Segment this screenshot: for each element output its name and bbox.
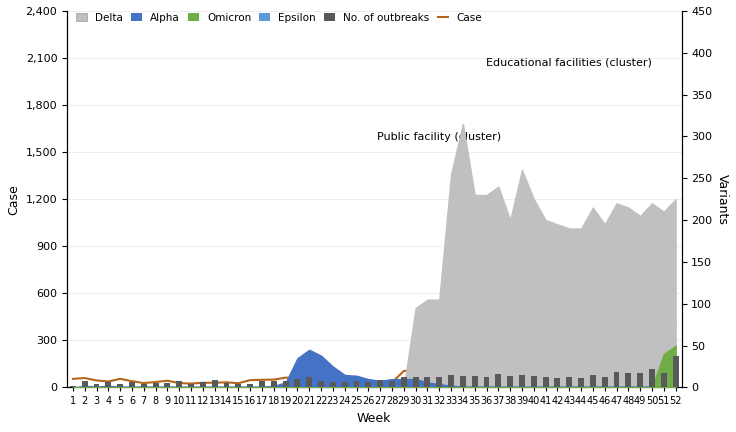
Bar [247, 384, 253, 388]
Bar [649, 369, 655, 388]
Bar [164, 383, 171, 388]
Bar [637, 373, 643, 388]
Bar [626, 373, 631, 388]
Bar [425, 378, 431, 388]
Bar [318, 381, 324, 388]
Bar [342, 382, 347, 388]
Bar [236, 384, 241, 388]
Bar [93, 384, 99, 388]
Bar [212, 380, 218, 388]
Bar [177, 381, 183, 388]
Bar [259, 381, 265, 388]
Y-axis label: Case: Case [7, 184, 20, 215]
Bar [224, 383, 230, 388]
Bar [413, 377, 419, 388]
Bar [436, 378, 442, 388]
Bar [554, 378, 560, 388]
Bar [389, 381, 395, 388]
Bar [129, 382, 135, 388]
Bar [661, 373, 667, 388]
Bar [306, 378, 312, 388]
Bar [271, 381, 277, 388]
Bar [200, 382, 206, 388]
Bar [152, 383, 158, 388]
Bar [566, 378, 572, 388]
Bar [330, 381, 336, 388]
Text: Public facility (cluster): Public facility (cluster) [377, 132, 501, 142]
Bar [70, 386, 76, 388]
Bar [472, 376, 478, 388]
Bar [578, 378, 584, 388]
Bar [602, 378, 608, 388]
Bar [378, 380, 383, 388]
Bar [353, 381, 359, 388]
Bar [614, 372, 620, 388]
Bar [484, 377, 489, 388]
Bar [460, 376, 466, 388]
X-axis label: Week: Week [357, 412, 392, 425]
Bar [294, 379, 300, 388]
Bar [117, 384, 123, 388]
Bar [401, 378, 407, 388]
Bar [519, 375, 525, 388]
Bar [507, 376, 513, 388]
Bar [542, 378, 548, 388]
Bar [531, 376, 537, 388]
Text: Educational facilities (cluster): Educational facilities (cluster) [486, 58, 652, 68]
Bar [365, 382, 371, 388]
Bar [82, 381, 88, 388]
Bar [673, 356, 679, 388]
Bar [283, 381, 289, 388]
Bar [590, 375, 596, 388]
Bar [448, 375, 454, 388]
Bar [141, 384, 146, 388]
Bar [105, 382, 111, 388]
Legend: Delta, Alpha, Omicron, Epsilon, No. of outbreaks, Case: Delta, Alpha, Omicron, Epsilon, No. of o… [72, 9, 486, 27]
Bar [188, 384, 194, 388]
Bar [495, 374, 501, 388]
Y-axis label: Variants: Variants [716, 174, 729, 225]
